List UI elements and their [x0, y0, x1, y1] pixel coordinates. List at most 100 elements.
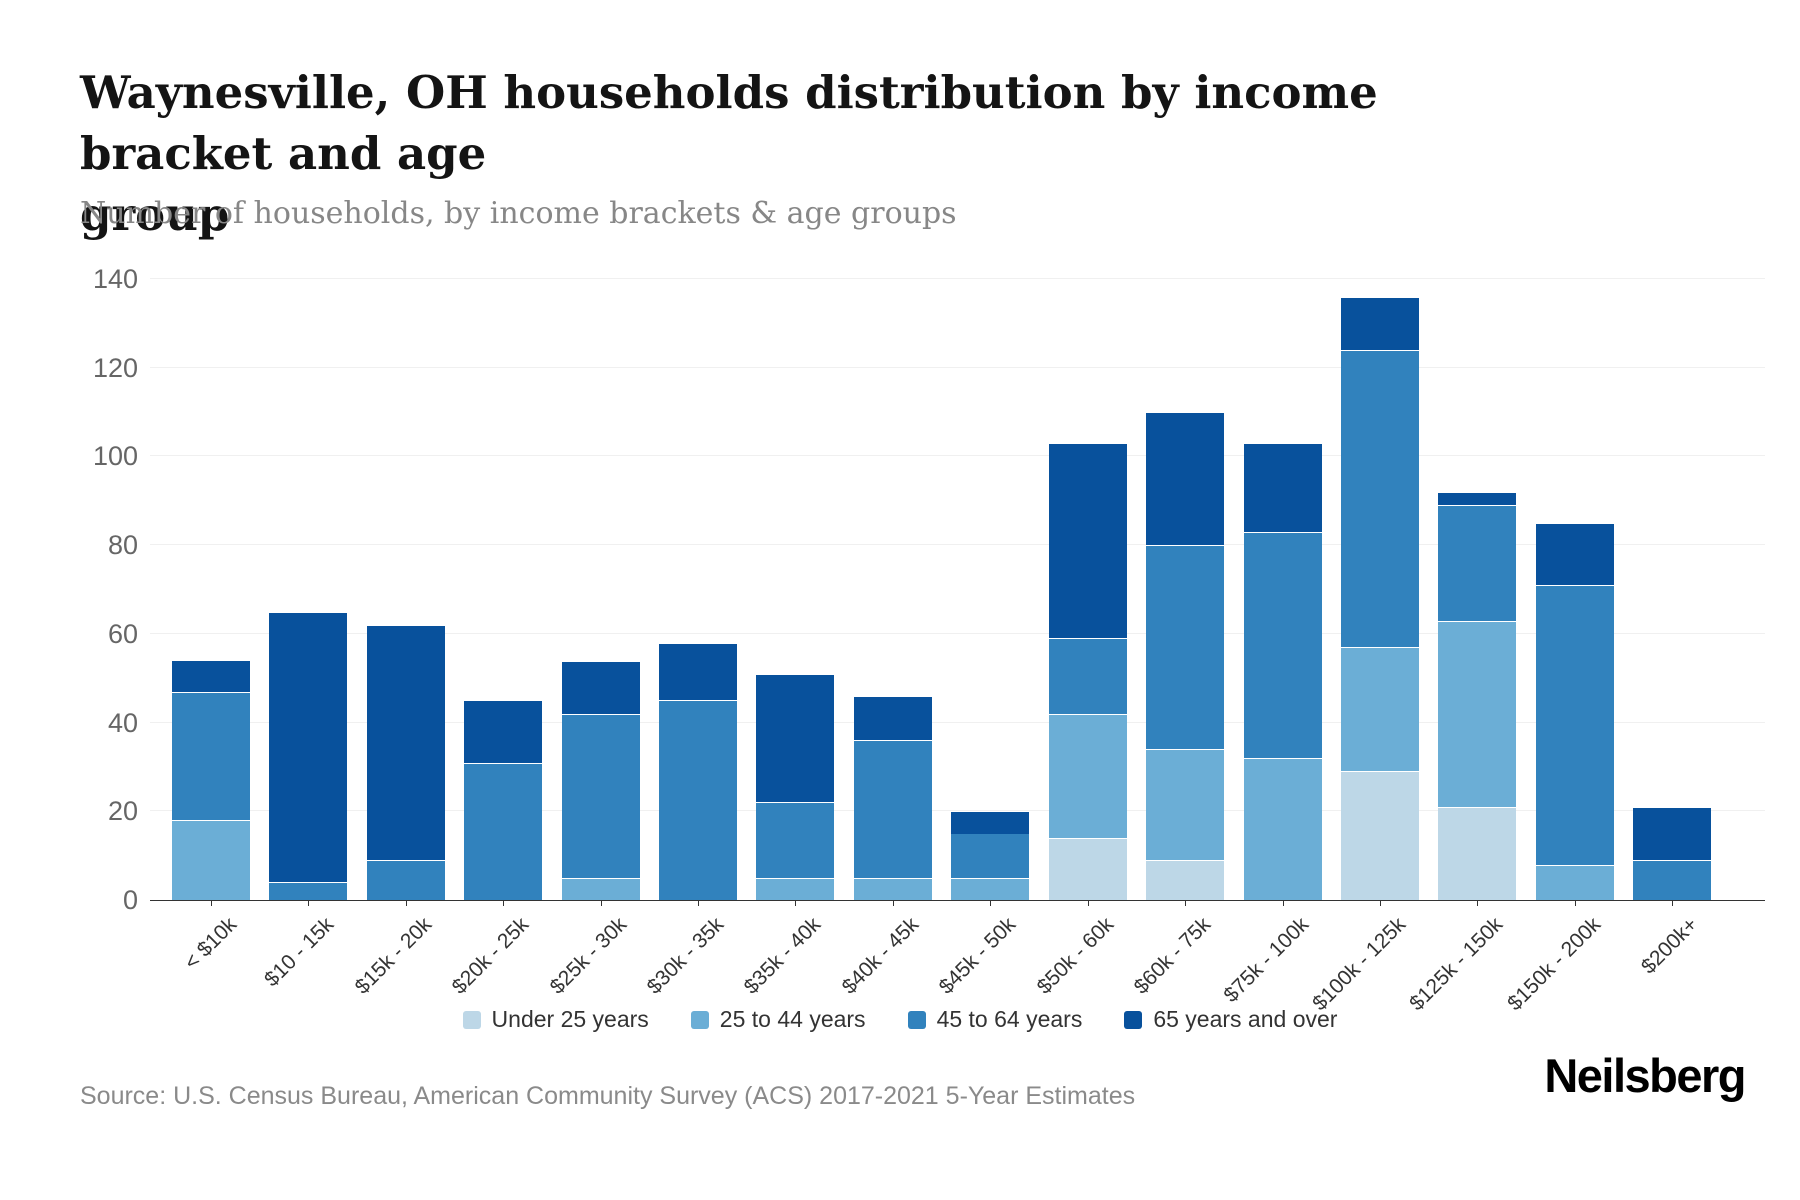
legend-swatch	[690, 1010, 709, 1029]
bar-segment[interactable]	[1048, 713, 1127, 838]
bar-segment[interactable]	[366, 625, 445, 861]
bar-segment[interactable]	[756, 673, 835, 803]
axis-tick	[308, 900, 310, 906]
bar-segment[interactable]	[1341, 771, 1419, 900]
bar-$125k - 150k[interactable]	[1438, 279, 1517, 900]
bar-segment[interactable]	[561, 877, 640, 900]
bar-segment[interactable]	[658, 642, 737, 701]
brand-logo: Neilsberg	[1544, 1049, 1746, 1102]
bar-segment[interactable]	[1243, 443, 1322, 532]
bar-segment[interactable]	[561, 713, 640, 878]
bar-segment[interactable]	[464, 700, 542, 763]
bar-$100k - 125k[interactable]	[1341, 279, 1419, 900]
bar-$45k - 50k[interactable]	[951, 279, 1030, 900]
bar-segment[interactable]	[1146, 749, 1225, 861]
legend-swatch	[462, 1010, 481, 1029]
bar-segment[interactable]	[951, 811, 1030, 834]
bar-segment[interactable]	[561, 660, 640, 714]
bar-segment[interactable]	[1146, 412, 1225, 546]
bar-segment[interactable]	[1146, 860, 1225, 900]
chart-title: Waynesville, OH households distribution …	[80, 62, 1580, 245]
bar-segment[interactable]	[1438, 806, 1517, 900]
axis-tick	[1477, 900, 1479, 906]
bar-segment[interactable]	[464, 762, 542, 900]
gridline	[150, 455, 1765, 457]
axis-tick	[503, 900, 504, 906]
bar-segment[interactable]	[853, 740, 932, 878]
chart-title-line1: Waynesville, OH households distribution …	[80, 66, 1378, 180]
bar-$60k - 75k[interactable]	[1146, 279, 1225, 900]
bar-segment[interactable]	[1048, 638, 1127, 714]
axis-tick	[1185, 900, 1187, 906]
axis-tick	[697, 900, 699, 906]
gridline	[150, 632, 1765, 634]
bar-segment[interactable]	[269, 611, 348, 883]
bar-segment[interactable]	[1535, 864, 1614, 900]
bar-segment[interactable]	[171, 691, 250, 821]
axis-tick	[1380, 900, 1381, 906]
bar-segment[interactable]	[1048, 443, 1127, 639]
axis-tick	[1282, 900, 1284, 906]
chart-title-line2: group	[80, 188, 230, 241]
source-note: Source: U.S. Census Bureau, American Com…	[80, 1082, 1136, 1110]
bar-segment[interactable]	[269, 882, 348, 900]
y-axis-label: 60	[107, 618, 138, 649]
y-axis-label: 120	[92, 352, 138, 383]
bar-$15k - 20k[interactable]	[366, 279, 445, 900]
bar-segment[interactable]	[1146, 545, 1225, 750]
y-axis-label: 140	[92, 264, 138, 294]
bar-$25k - 30k[interactable]	[561, 279, 640, 900]
legend-label: 25 to 44 years	[719, 1006, 866, 1032]
legend-item[interactable]: 45 to 64 years	[907, 1006, 1083, 1033]
bar-segment[interactable]	[1535, 585, 1614, 865]
plot-area: 0 20 40 60 80 100 120 140 < $10k $10 - 15k $15k - …	[93, 265, 1765, 1015]
bar-segment[interactable]	[1341, 350, 1419, 648]
bar-segment[interactable]	[951, 877, 1030, 900]
legend-item[interactable]: 65 years and over	[1124, 1006, 1337, 1033]
bar-< $10k[interactable]	[171, 279, 250, 900]
bar-$35k - 40k[interactable]	[756, 279, 835, 900]
legend-label: Under 25 years	[491, 1006, 649, 1032]
bar-segment[interactable]	[853, 695, 932, 741]
legend-item[interactable]: Under 25 years	[462, 1006, 649, 1033]
y-axis-label: 20	[107, 796, 138, 827]
y-axis-label: 100	[92, 441, 138, 472]
bar-segment[interactable]	[1633, 860, 1712, 900]
bar-segment[interactable]	[853, 877, 932, 900]
bar-$40k - 45k[interactable]	[853, 279, 932, 900]
bar-$20k - 25k[interactable]	[464, 279, 542, 900]
bar-segment[interactable]	[1633, 806, 1712, 861]
bar-$10 - 15k[interactable]	[269, 279, 348, 900]
axis-tick	[990, 900, 992, 906]
axis-tick	[210, 900, 212, 906]
bar-segment[interactable]	[756, 802, 835, 878]
bar-segment[interactable]	[171, 660, 250, 692]
axis-tick	[1574, 900, 1576, 906]
axis-tick	[600, 900, 602, 906]
bar-segment[interactable]	[1438, 620, 1517, 807]
legend: Under 25 years 25 to 44 years 45 to 64 yea…	[0, 1006, 1800, 1033]
gridline	[150, 278, 1765, 279]
bar-segment[interactable]	[1243, 758, 1322, 900]
bar-segment[interactable]	[171, 820, 250, 900]
bar-segment[interactable]	[951, 833, 1030, 878]
bar-segment[interactable]	[756, 877, 835, 900]
bar-segment[interactable]	[658, 700, 737, 900]
bar-$50k - 60k[interactable]	[1048, 279, 1127, 900]
bar-$150k - 200k[interactable]	[1535, 279, 1614, 900]
bar-$30k - 35k[interactable]	[658, 279, 737, 900]
bar-segment[interactable]	[1438, 491, 1517, 506]
legend-item[interactable]: 25 to 44 years	[690, 1006, 866, 1033]
bar-segment[interactable]	[1243, 531, 1322, 759]
axis-tick	[892, 900, 894, 906]
legend-label: 65 years and over	[1153, 1006, 1338, 1032]
bar-segment[interactable]	[1341, 296, 1419, 350]
legend-label: 45 to 64 years	[936, 1006, 1083, 1032]
bar-$200k+[interactable]	[1633, 279, 1712, 900]
bar-segment[interactable]	[1535, 523, 1614, 586]
bar-segment[interactable]	[1341, 647, 1419, 772]
bar-$75k - 100k[interactable]	[1243, 279, 1322, 900]
bar-segment[interactable]	[1048, 837, 1127, 900]
bar-segment[interactable]	[1438, 505, 1517, 621]
bar-segment[interactable]	[366, 860, 445, 900]
